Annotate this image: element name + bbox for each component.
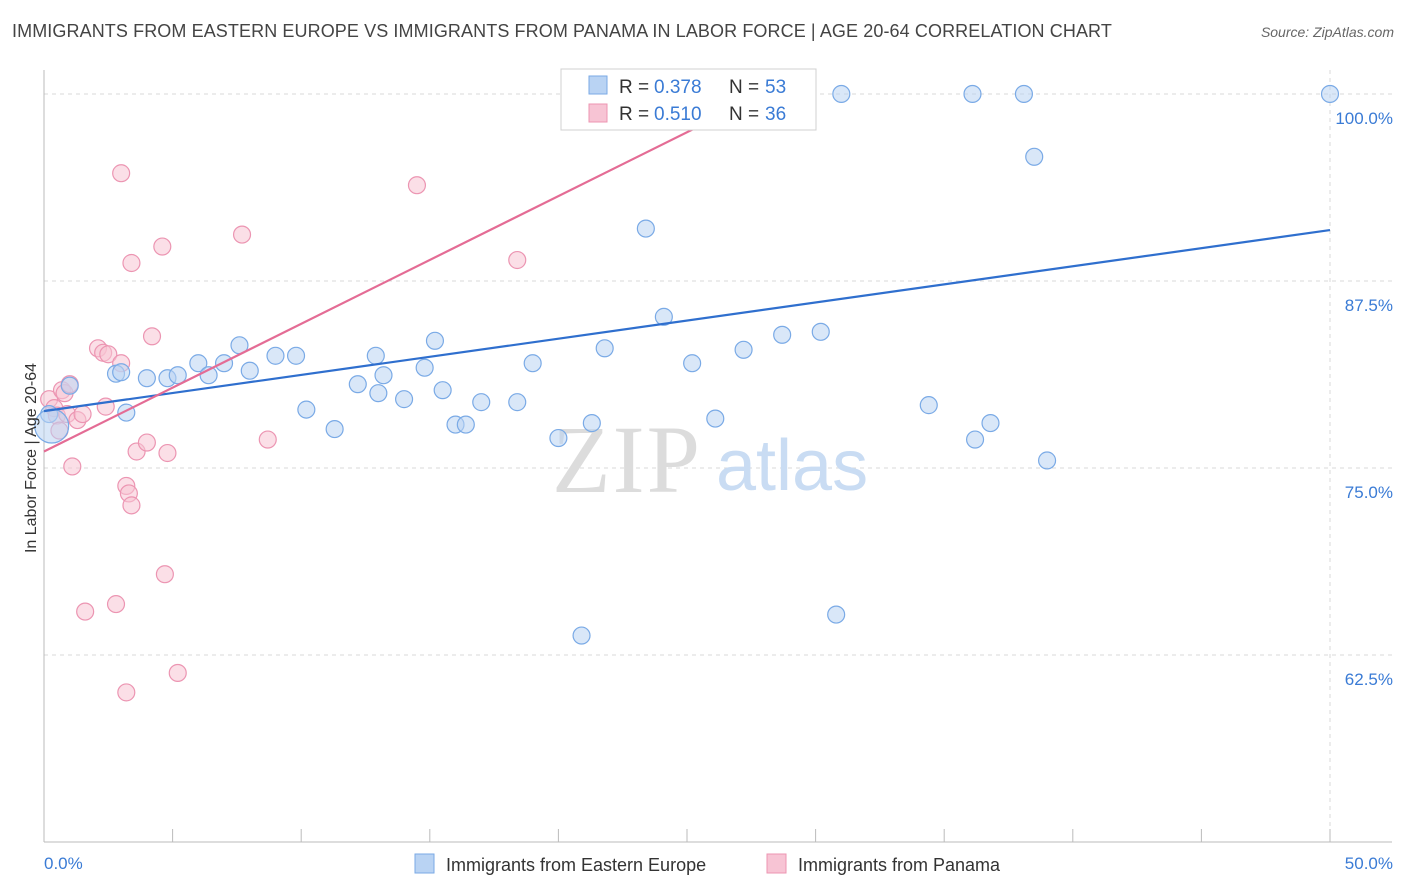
trend-line-panama — [43, 92, 765, 453]
point-eastern-europe-33 — [827, 605, 846, 624]
point-eastern-europe-34 — [832, 84, 851, 104]
trend-line-eastern-europe — [43, 228, 1331, 413]
point-panama-16 — [106, 595, 126, 614]
legend-label-panama: Immigrants from Panama — [798, 855, 1001, 875]
point-eastern-europe-15 — [395, 390, 414, 409]
y-axis-label: In Labor Force | Age 20-64 — [23, 363, 40, 553]
point-panama-31 — [232, 225, 252, 244]
point-eastern-europe-44 — [286, 346, 306, 365]
point-panama-25 — [142, 327, 162, 346]
point-eastern-europe-27 — [654, 307, 673, 326]
y-tick-label-3: 62.5% — [1345, 670, 1393, 689]
x-tick-label-0: 0.0% — [44, 854, 83, 873]
point-panama-29 — [168, 663, 187, 683]
point-panama-8 — [63, 457, 82, 476]
chart-title: IMMIGRANTS FROM EASTERN EUROPE VS IMMIGR… — [12, 21, 1112, 41]
trend-lines — [43, 92, 1331, 453]
point-eastern-europe-19 — [472, 393, 491, 412]
point-panama-11 — [76, 602, 95, 621]
y-tick-label-1: 87.5% — [1345, 296, 1393, 315]
stats-swatch-blue — [588, 75, 608, 95]
point-panama-22 — [112, 164, 131, 183]
legend-label-eastern-europe: Immigrants from Eastern Europe — [446, 855, 706, 875]
point-panama-24 — [137, 433, 156, 452]
axes — [43, 70, 1392, 843]
point-panama-34 — [508, 250, 527, 270]
series-eastern-europe-points — [34, 84, 1340, 645]
stats-swatch-pink — [588, 103, 608, 123]
point-eastern-europe-14 — [374, 366, 393, 385]
point-eastern-europe-7 — [189, 354, 208, 373]
point-panama-30 — [117, 683, 136, 702]
point-eastern-europe-41 — [963, 84, 982, 104]
point-panama-10 — [73, 405, 92, 424]
stats-n-value-pink: 36 — [765, 104, 786, 125]
legend-swatch-panama — [766, 853, 787, 874]
point-eastern-europe-50 — [112, 363, 131, 382]
point-eastern-europe-2 — [60, 376, 79, 395]
point-eastern-europe-37 — [981, 414, 1000, 433]
stats-r-label-pink: R = — [619, 104, 649, 125]
point-eastern-europe-47 — [456, 415, 475, 434]
point-eastern-europe-52 — [433, 381, 452, 400]
watermark-zip: ZIP — [552, 406, 702, 513]
point-eastern-europe-30 — [734, 340, 753, 359]
point-eastern-europe-38 — [1025, 147, 1044, 166]
point-panama-28 — [158, 443, 177, 463]
point-eastern-europe-46 — [369, 384, 388, 403]
point-eastern-europe-36 — [965, 430, 985, 449]
point-eastern-europe-21 — [523, 354, 542, 373]
y-tick-label-0: 100.0% — [1335, 109, 1393, 128]
point-eastern-europe-13 — [348, 375, 367, 394]
stats-r-label-blue: R = — [619, 77, 649, 98]
point-eastern-europe-6 — [168, 366, 187, 385]
point-eastern-europe-12 — [325, 419, 344, 439]
point-eastern-europe-20 — [508, 393, 527, 412]
legend-swatch-eastern-europe — [414, 853, 435, 874]
point-eastern-europe-42 — [1014, 84, 1034, 104]
point-eastern-europe-29 — [706, 409, 725, 428]
stats-legend: R = 0.378 N = 53 R = 0.510 N = 36 — [560, 68, 817, 131]
point-eastern-europe-31 — [773, 325, 792, 344]
point-panama-23 — [122, 253, 141, 273]
point-eastern-europe-39 — [1038, 451, 1057, 470]
point-eastern-europe-10 — [266, 346, 285, 365]
point-panama-32 — [258, 430, 277, 449]
point-eastern-europe-26 — [636, 219, 655, 238]
point-eastern-europe-28 — [683, 354, 702, 373]
stats-r-value-pink: 0.510 — [654, 104, 702, 125]
x-tick-label-1: 50.0% — [1345, 854, 1393, 873]
point-panama-27 — [155, 565, 174, 584]
point-eastern-europe-22 — [549, 428, 568, 448]
stats-n-value-blue: 53 — [765, 77, 786, 98]
point-panama-15 — [99, 345, 118, 364]
point-eastern-europe-23 — [582, 414, 601, 433]
point-eastern-europe-49 — [240, 361, 259, 380]
series-legend: Immigrants from Eastern Europe Immigrant… — [414, 853, 1001, 875]
stats-r-value-blue: 0.378 — [654, 77, 702, 98]
point-eastern-europe-48 — [137, 369, 156, 388]
point-eastern-europe-17 — [425, 331, 445, 350]
point-eastern-europe-24 — [595, 339, 614, 358]
watermark-atlas: atlas — [716, 426, 868, 506]
watermark: ZIP atlas — [552, 406, 868, 513]
point-eastern-europe-32 — [811, 322, 830, 341]
point-panama-33 — [407, 176, 427, 195]
point-panama-26 — [153, 237, 172, 256]
y-tick-label-2: 75.0% — [1345, 483, 1393, 502]
point-eastern-europe-40 — [572, 626, 591, 645]
point-eastern-europe-43 — [1320, 84, 1340, 104]
point-eastern-europe-35 — [919, 396, 938, 415]
stats-n-label-pink: N = — [729, 104, 759, 125]
chart-source: Source: ZipAtlas.com — [1260, 24, 1394, 40]
point-eastern-europe-16 — [415, 358, 434, 377]
tick-labels: 100.0% 87.5% 75.0% 62.5% 0.0% 50.0% — [44, 109, 1393, 873]
stats-n-label-blue: N = — [729, 77, 759, 98]
point-eastern-europe-11 — [297, 400, 316, 419]
point-eastern-europe-51 — [366, 346, 385, 365]
point-panama-20 — [122, 496, 141, 515]
